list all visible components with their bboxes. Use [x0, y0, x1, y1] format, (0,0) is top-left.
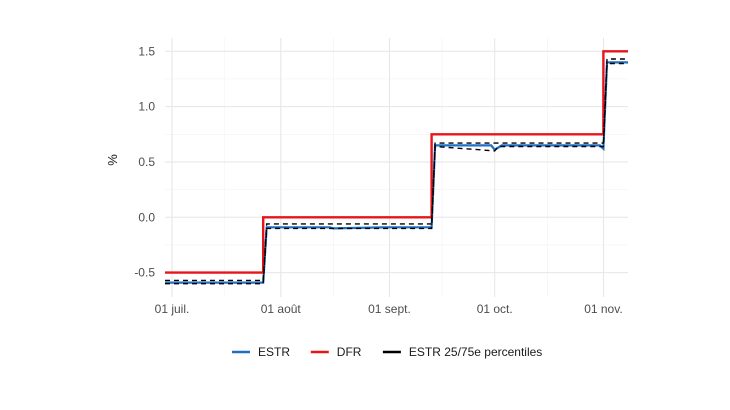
grid	[165, 38, 628, 297]
legend-item: ESTR	[232, 345, 290, 359]
y-tick-label: 1.0	[138, 100, 155, 114]
series-line	[165, 50, 628, 274]
legend: ESTR DFR ESTR 25/75e percentiles	[232, 345, 542, 359]
legend-label: ESTR 25/75e percentiles	[409, 345, 542, 359]
legend-item: ESTR 25/75e percentiles	[382, 345, 542, 359]
plot-panel	[165, 38, 628, 297]
y-tick-label: 0.5	[138, 155, 155, 169]
y-tick-label: -0.5	[134, 266, 155, 280]
axes: -0.5 0.0 0.5 1.0 1.5 01 juil. 01 août 01 sept. 0…	[134, 44, 622, 316]
y-tick-label: 1.5	[138, 44, 155, 58]
x-tick-label: 01 sept.	[368, 302, 411, 316]
x-tick-label: 01 nov.	[584, 302, 622, 316]
x-tick-label: 01 oct.	[477, 302, 513, 316]
y-tick-label: 0.0	[138, 210, 155, 224]
percentile-line	[165, 62, 628, 285]
legend-item: DFR	[310, 345, 362, 359]
series-dfr	[165, 50, 628, 274]
x-tick-label: 01 juil.	[155, 302, 190, 316]
y-axis-title: %	[105, 154, 120, 166]
series-estr-25-75e-percentiles	[165, 58, 628, 285]
series-layer	[165, 50, 628, 285]
legend-label: DFR	[337, 345, 362, 359]
x-tick-label: 01 août	[261, 302, 302, 316]
legend-label: ESTR	[258, 345, 290, 359]
